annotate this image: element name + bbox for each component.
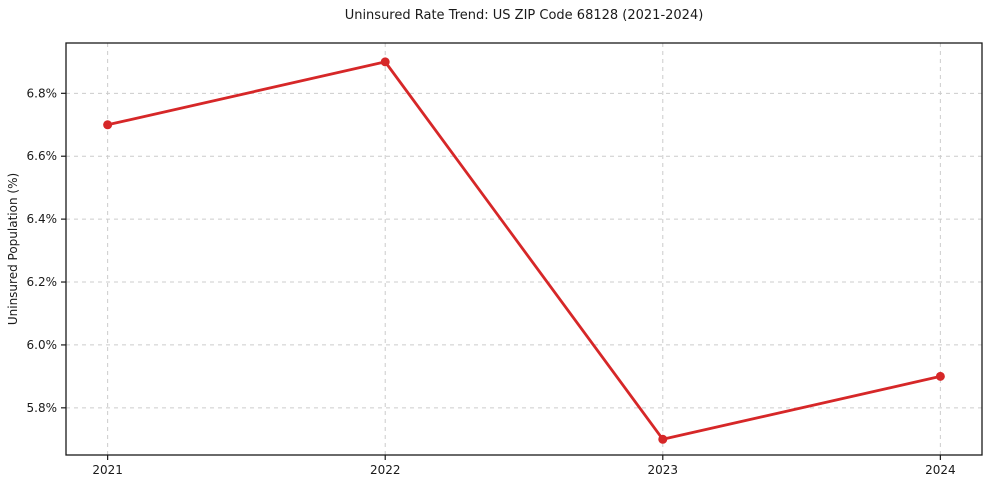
y-tick-label: 6.2% <box>27 275 58 289</box>
data-point-marker <box>658 434 668 444</box>
data-point-marker <box>380 57 390 67</box>
chart-title: Uninsured Rate Trend: US ZIP Code 68128 … <box>344 8 704 23</box>
y-tick-label: 6.0% <box>27 338 58 352</box>
x-tick-label: 2023 <box>648 463 679 477</box>
plot-border <box>65 42 983 456</box>
data-point-marker <box>935 371 945 381</box>
y-tick-label: 6.6% <box>27 149 58 163</box>
y-tick-label: 6.8% <box>27 86 58 100</box>
y-tick-label: 5.8% <box>27 401 58 415</box>
y-tick-label: 6.4% <box>27 212 58 226</box>
data-point-marker <box>103 120 113 130</box>
trend-line <box>106 60 942 441</box>
x-tick-label: 2021 <box>92 463 123 477</box>
x-tick-label: 2024 <box>925 463 956 477</box>
x-tick-label: 2022 <box>370 463 401 477</box>
